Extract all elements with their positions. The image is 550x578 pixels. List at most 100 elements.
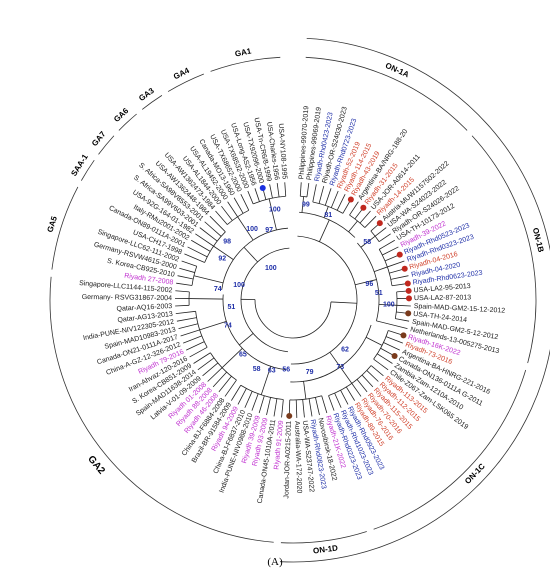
clade-bracket [373, 369, 527, 530]
branch [373, 358, 389, 371]
taxon-label: Australia-WA-172-2020 [293, 421, 302, 494]
bootstrap-value: 58 [253, 366, 261, 373]
clade-bracket [210, 56, 281, 72]
branch [315, 397, 320, 416]
branch [202, 362, 219, 377]
bootstrap-value-root: 100 [265, 265, 277, 272]
branch [176, 317, 197, 322]
branch [328, 395, 335, 411]
branch-stem [365, 336, 383, 346]
bootstrap-value: 56 [282, 367, 290, 374]
branch [396, 304, 411, 307]
branch [221, 205, 233, 221]
bootstrap-value: 97 [265, 227, 273, 234]
branch [378, 233, 391, 242]
branch-stem [213, 245, 234, 260]
branch-stem [330, 301, 357, 304]
branch-stem [193, 275, 224, 284]
branch [191, 239, 211, 252]
branch [349, 201, 359, 216]
branch [324, 188, 332, 206]
clade-bracket [141, 95, 163, 110]
bootstrap-value: 74 [224, 322, 232, 329]
branch [273, 398, 278, 417]
taxon-label: USA-LA2-87-2013 [414, 294, 471, 302]
branch [180, 329, 200, 337]
tip-marker [376, 220, 383, 227]
branch [330, 190, 339, 208]
branch-stem [348, 220, 358, 233]
bootstrap-value: 98 [223, 238, 231, 245]
branch [218, 376, 232, 393]
taxon-label: Qatar-AQ16-2003 [116, 303, 172, 313]
branch [186, 341, 205, 351]
branch-stem [199, 320, 227, 331]
branch [193, 352, 211, 364]
branch-stem [355, 279, 377, 286]
taxon-label: Spain-MAD-GM2-15-12-2012 [414, 303, 506, 315]
branch-stem [260, 366, 272, 395]
branch-stem [243, 246, 258, 263]
clade-bracket [305, 56, 468, 131]
branch-arc [222, 294, 287, 371]
branch [376, 320, 408, 330]
branch [276, 183, 280, 197]
tip-marker [259, 185, 266, 192]
branch [179, 267, 195, 273]
branch-stem [239, 333, 254, 346]
clade-bracket [279, 37, 550, 563]
clade-label: ON-1B [531, 227, 546, 254]
branch [175, 310, 196, 315]
branch [356, 379, 368, 393]
branch [224, 379, 237, 397]
branch [266, 397, 271, 416]
panel-label: (A) [267, 556, 283, 568]
clade-bracket [280, 531, 367, 544]
branch [361, 374, 374, 388]
branch [195, 233, 214, 247]
branch [395, 318, 410, 322]
branch [176, 282, 193, 286]
taxon-label: Riyadh 91-2009 [273, 420, 285, 470]
branch [227, 201, 238, 217]
tip-marker [405, 295, 412, 302]
branch-arc [312, 201, 344, 214]
branch-stem [360, 235, 376, 248]
bootstrap-value: 96 [365, 281, 373, 288]
branch [197, 357, 215, 371]
taxon-labels: Philippines-99070-2019Philippines-99069-… [79, 106, 506, 504]
tip-marker [396, 251, 403, 258]
tip-marker [405, 310, 412, 317]
branch-stem [221, 348, 243, 368]
branch [231, 385, 242, 401]
branch [240, 193, 250, 211]
branch [340, 390, 349, 405]
root-arc [254, 299, 332, 339]
branch-arc [191, 266, 198, 286]
branch [383, 342, 400, 351]
branch-arc [394, 291, 398, 319]
tip-marker [347, 196, 354, 203]
bootstrap-value: 81 [324, 212, 332, 219]
tip-marker [360, 204, 367, 211]
bootstrap-value: 79 [306, 369, 314, 376]
branch-stem [268, 198, 277, 231]
branch-arc [253, 195, 286, 205]
tree-nodes [259, 185, 412, 419]
clade-label: GA1 [234, 46, 252, 58]
branch [377, 353, 393, 364]
branch [321, 395, 328, 414]
clade-label: ON-1C [463, 462, 487, 486]
branch [387, 260, 405, 268]
bootstrap-value: 65 [239, 351, 247, 358]
bootstrap-value: 100 [233, 282, 245, 289]
branch-arc [240, 247, 290, 353]
tip-marker [405, 287, 412, 294]
clade-bracket [80, 159, 95, 181]
branch-arc [240, 384, 284, 400]
branch [366, 370, 379, 382]
branch [308, 398, 313, 417]
branch [254, 188, 260, 202]
clade-label: SAA-1 [69, 152, 90, 178]
